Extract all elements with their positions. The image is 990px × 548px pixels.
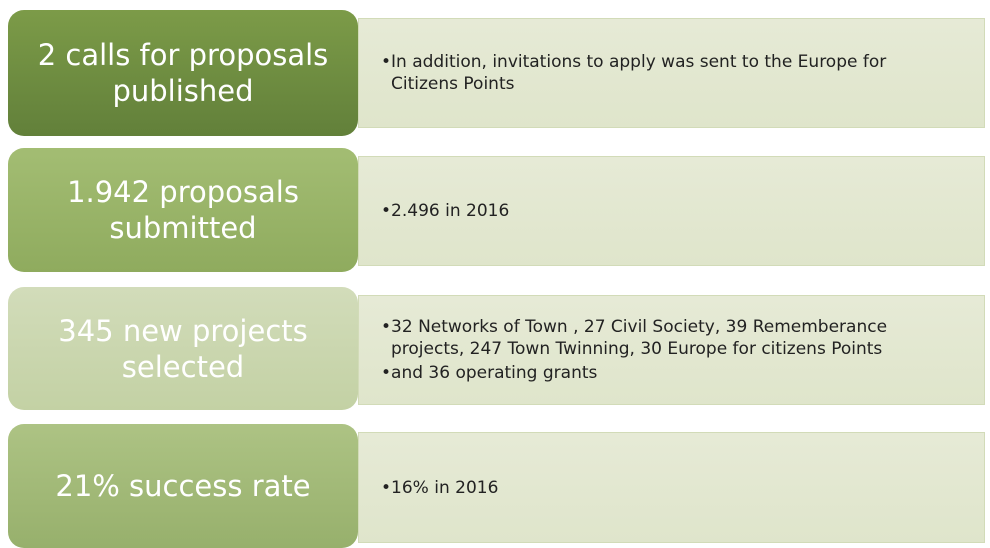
detail-bullet: In addition, invitations to apply was se… <box>381 51 944 95</box>
stage-title: 345 new projects <box>58 313 308 348</box>
stage-title: selected <box>121 349 245 384</box>
detail-box: 2.496 in 2016 <box>358 156 985 266</box>
stage-box: 345 new projects selected <box>8 287 358 410</box>
detail-box: 32 Networks of Town , 27 Civil Society, … <box>358 295 985 405</box>
stage-title: 2 calls for proposals <box>37 38 329 72</box>
stage-title: published <box>112 74 254 108</box>
stage-box: 1.942 proposals submitted <box>8 148 358 272</box>
stage-title: submitted <box>109 211 257 245</box>
detail-box: In addition, invitations to apply was se… <box>358 18 985 128</box>
detail-bullet: 2.496 in 2016 <box>381 200 944 222</box>
stage-title: 1.942 proposals <box>67 175 299 209</box>
stage-title: 21% success rate <box>55 469 311 503</box>
stage-box: 2 calls for proposals published <box>8 10 358 136</box>
detail-box: 16% in 2016 <box>358 432 985 543</box>
stage-box: 21% success rate <box>8 424 358 548</box>
detail-bullet: 32 Networks of Town , 27 Civil Society, … <box>381 316 944 360</box>
detail-bullet: 16% in 2016 <box>381 477 944 499</box>
detail-bullet: and 36 operating grants <box>381 362 944 384</box>
